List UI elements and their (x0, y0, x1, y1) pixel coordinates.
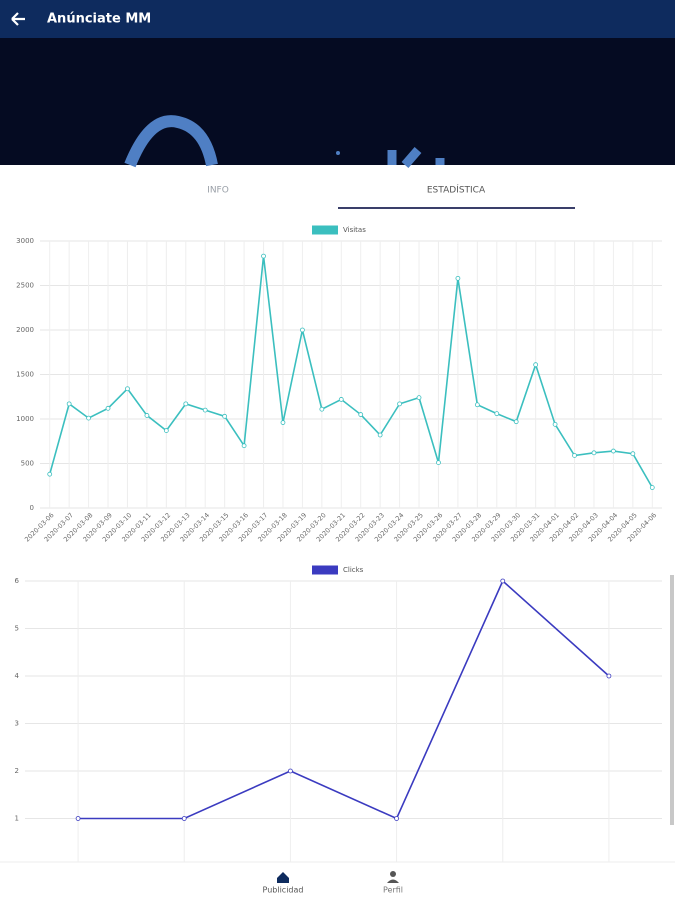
point (144, 413, 150, 418)
point (630, 451, 636, 457)
back-button[interactable] (11, 12, 25, 26)
nav-label[interactable]: Perfil (383, 886, 403, 895)
y-tick-label: 1000 (16, 415, 34, 423)
point (397, 401, 402, 407)
point (280, 420, 286, 425)
y-tick-label: 1500 (16, 371, 34, 379)
point (300, 327, 305, 333)
scrollbar (670, 575, 674, 825)
point (163, 428, 169, 433)
y-tick-label: 2000 (16, 326, 34, 334)
tab[interactable]: ESTADÍSTICA (427, 184, 486, 196)
y-tick-label: 3000 (16, 237, 34, 245)
bottom-nav (0, 862, 675, 900)
point (47, 471, 53, 477)
point (455, 275, 461, 281)
banner-logo (124, 115, 218, 168)
line (78, 579, 610, 820)
point (394, 816, 399, 821)
charts: 0500100015002000250030002020-03-062020-0… (15, 225, 662, 866)
point (241, 443, 247, 449)
point (222, 413, 228, 419)
point (105, 405, 111, 411)
tab-indicator (338, 207, 575, 209)
point (649, 485, 655, 490)
banner-logo (336, 151, 340, 155)
point (86, 415, 91, 421)
y-tick-label: 1 (15, 815, 19, 823)
y-tick-label: 500 (21, 460, 34, 468)
y-tick-label: 2500 (16, 282, 34, 290)
tab[interactable]: INFO (207, 186, 229, 196)
legend-swatch (312, 565, 338, 575)
point (261, 253, 266, 259)
point (181, 816, 187, 821)
point (436, 460, 441, 466)
point (591, 450, 597, 456)
point (338, 397, 344, 402)
point (533, 362, 539, 368)
point (611, 448, 616, 454)
point (288, 768, 293, 774)
y-tick-label: 0 (30, 504, 34, 512)
point (494, 411, 500, 417)
nav-icon[interactable] (387, 879, 399, 884)
point (500, 578, 506, 584)
point (358, 412, 364, 417)
legend-label: Clicks (343, 566, 364, 574)
y-tick-label: 6 (15, 577, 20, 585)
legend-label: Visitas (343, 226, 366, 234)
line (48, 256, 653, 488)
point (202, 407, 208, 413)
y-tick-label: 2 (15, 767, 19, 775)
point (183, 401, 189, 407)
point (125, 386, 130, 392)
point (474, 402, 480, 408)
y-tick-label: 3 (15, 720, 19, 728)
app-bar (0, 0, 675, 38)
point (552, 421, 558, 427)
point (416, 395, 422, 401)
y-tick-label: 5 (15, 625, 19, 633)
banner-logo (387, 147, 445, 168)
nav-icon[interactable] (277, 872, 289, 883)
nav-label[interactable]: Publicidad (263, 886, 304, 895)
point (75, 816, 81, 821)
point (319, 406, 325, 412)
point (606, 673, 612, 679)
legend-swatch (312, 225, 338, 235)
nav-icon[interactable] (390, 871, 396, 877)
y-tick-label: 4 (15, 672, 20, 680)
banner (0, 38, 675, 165)
point (572, 453, 577, 458)
point (66, 401, 72, 407)
point (377, 432, 383, 438)
app-title: Anúnciate MM (47, 12, 151, 27)
point (513, 419, 519, 425)
